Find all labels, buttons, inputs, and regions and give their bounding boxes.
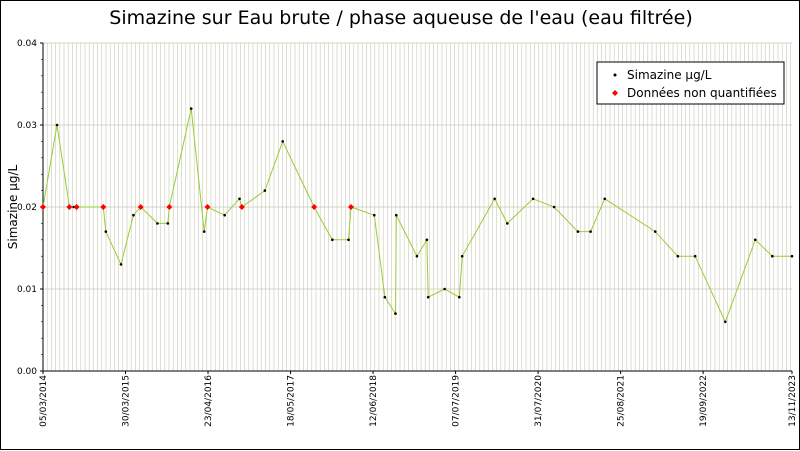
legend-label: Simazine µg/L [627, 68, 712, 82]
data-point [676, 254, 680, 258]
legend-box [596, 61, 785, 105]
data-point [460, 254, 464, 258]
data-point [426, 295, 430, 299]
data-point [55, 123, 59, 127]
x-tick-label: 30/03/2015 [122, 375, 132, 427]
data-point [132, 213, 135, 217]
x-tick-label: 05/03/2014 [39, 375, 49, 427]
x-tick-label: 18/05/2017 [287, 375, 297, 427]
data-point [443, 287, 446, 291]
data-point [753, 238, 757, 242]
data-point-non-quantified [166, 204, 173, 210]
data-point [281, 140, 284, 143]
data-point [771, 254, 774, 258]
y-tick-label: 0.02 [17, 203, 37, 213]
data-point [223, 213, 226, 217]
x-tick-label: 31/07/2020 [534, 375, 544, 427]
y-tick-label: 0.00 [17, 367, 37, 377]
data-point [166, 222, 170, 225]
data-point [189, 107, 193, 110]
data-point-non-quantified [311, 204, 318, 210]
data-point [331, 238, 334, 242]
data-point [119, 263, 123, 266]
data-point [603, 197, 607, 201]
x-tick-label: 13/11/2023 [788, 375, 798, 427]
data-point [653, 230, 657, 233]
x-tick-label: 12/06/2018 [369, 375, 379, 427]
data-point [723, 320, 727, 324]
data-point [576, 230, 580, 233]
data-point-non-quantified [204, 204, 211, 210]
data-point [415, 254, 419, 258]
y-axis-label: Simazine µg/L [6, 164, 20, 249]
data-point [202, 230, 206, 233]
data-point [372, 213, 376, 217]
y-tick-label: 0.01 [17, 285, 37, 295]
data-point [552, 205, 556, 209]
data-point [505, 222, 509, 225]
data-point-non-quantified [100, 204, 107, 210]
y-tick-label: 0.03 [17, 121, 37, 131]
data-point [458, 295, 461, 299]
data-point-non-quantified [40, 204, 46, 210]
data-point [790, 254, 794, 258]
y-tick-label: 0.04 [17, 39, 37, 49]
data-point [395, 213, 398, 217]
data-point [347, 238, 350, 242]
data-point-non-quantified [137, 204, 144, 210]
data-point [238, 197, 241, 201]
legend-marker-quantified [613, 73, 617, 77]
chart-title: Simazine sur Eau brute / phase aqueuse d… [109, 7, 693, 29]
data-point [263, 189, 267, 192]
data-point-non-quantified [347, 204, 354, 210]
data-point-non-quantified [73, 204, 80, 210]
x-tick-label: 07/07/2019 [452, 375, 462, 427]
data-point [589, 230, 592, 233]
x-tick-label: 25/08/2021 [617, 375, 627, 427]
data-point [104, 230, 108, 233]
data-point-non-quantified [238, 204, 245, 210]
data-point [156, 222, 159, 225]
data-point [394, 312, 397, 315]
data-point [493, 197, 496, 201]
data-point [383, 295, 387, 299]
x-tick-label: 23/04/2016 [204, 375, 214, 427]
data-point-non-quantified [66, 204, 73, 210]
legend-label: Données non quantifiées [627, 86, 777, 100]
legend-marker-non-quantified [612, 90, 618, 96]
data-point [531, 197, 535, 201]
data-point [693, 254, 697, 258]
x-tick-label: 19/09/2022 [699, 375, 709, 427]
data-point [425, 238, 429, 242]
